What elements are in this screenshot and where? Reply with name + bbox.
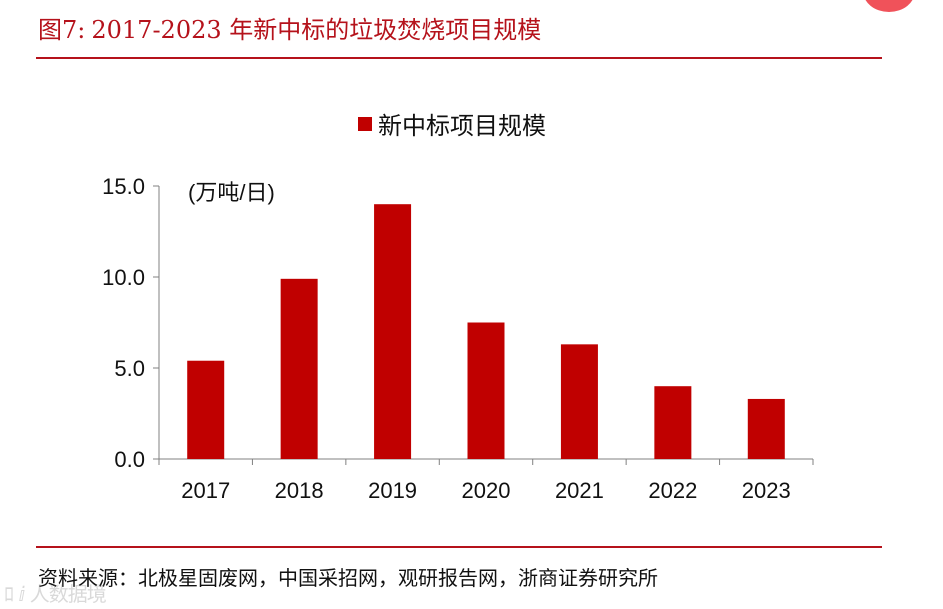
title-rule (36, 57, 882, 59)
bar-2020 (467, 322, 505, 459)
bar-2023 (747, 398, 785, 459)
bars (187, 204, 785, 459)
watermark-logo: ﾛ ⅈ 人数据境 (4, 582, 107, 606)
y-tick-label: 10.0 (102, 265, 145, 290)
y-axis: 0.0 5.0 10.0 15.0 (102, 174, 160, 472)
unit-label: (万吨/日) (188, 180, 275, 205)
x-tick-label: 2022 (648, 478, 697, 503)
bar-2018 (280, 278, 318, 459)
bar-2022 (654, 386, 692, 459)
source-note: 资料来源：北极星固废网，中国采招网，观研报告网，浙商证券研究所 (38, 566, 658, 590)
y-tick-label: 0.0 (114, 447, 145, 472)
x-tick-label: 2021 (555, 478, 604, 503)
x-tick-label: 2020 (462, 478, 511, 503)
figure-title-text: 2017-2023 年新中标的垃圾焚烧项目规模 (91, 16, 542, 44)
figure-title: 图7: 2017-2023 年新中标的垃圾焚烧项目规模 (38, 10, 547, 45)
x-tick-label: 2017 (181, 478, 230, 503)
corner-badge-icon (863, 0, 915, 12)
bar-2017 (187, 360, 225, 459)
x-tick-label: 2023 (742, 478, 791, 503)
bar-2019 (374, 204, 412, 459)
footer-rule (36, 546, 882, 548)
x-axis: 2017 2018 2019 2020 2021 2022 2023 (158, 458, 814, 503)
y-tick-label: 5.0 (114, 356, 145, 381)
x-tick-label: 2018 (275, 478, 324, 503)
bar-2021 (560, 344, 598, 459)
legend-label: 新中标项目规模 (378, 112, 546, 140)
x-tick-label: 2019 (368, 478, 417, 503)
legend-swatch (358, 117, 372, 131)
figure-number: 图7: (38, 16, 86, 44)
y-tick-label: 15.0 (102, 174, 145, 199)
chart-legend: 新中标项目规模 (358, 112, 546, 140)
